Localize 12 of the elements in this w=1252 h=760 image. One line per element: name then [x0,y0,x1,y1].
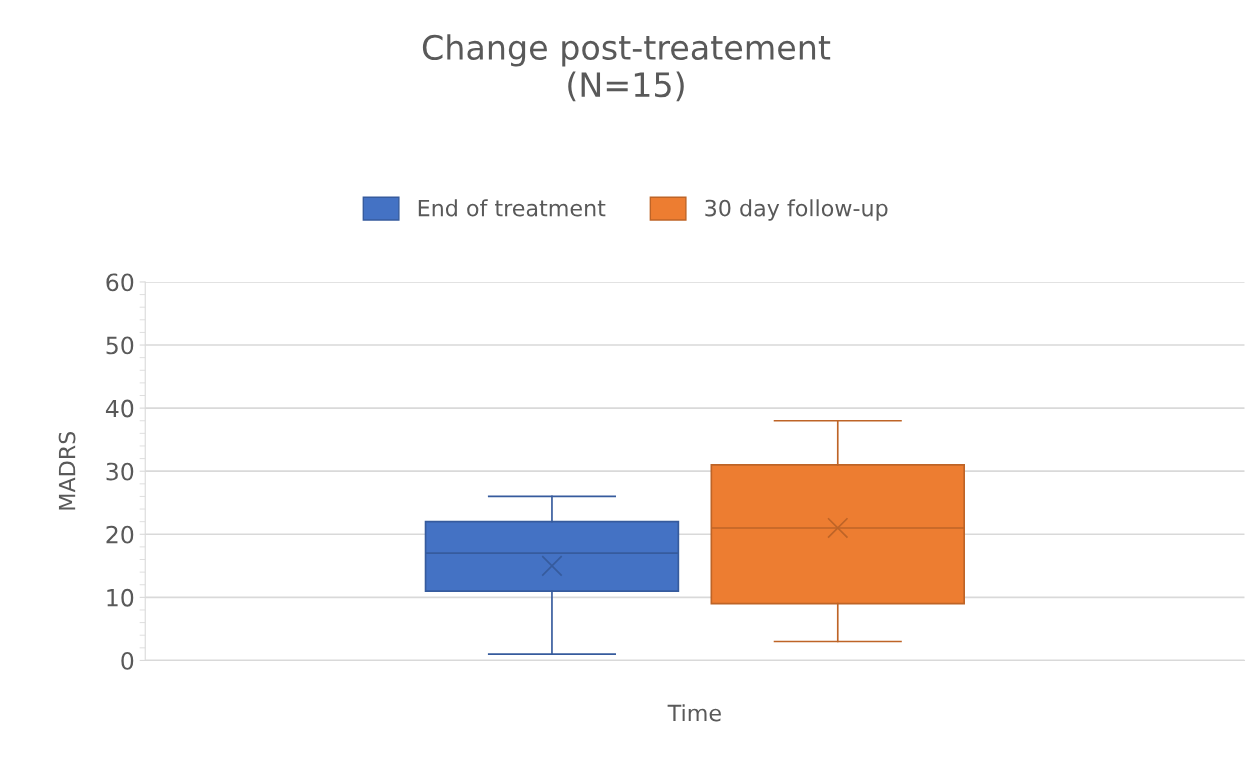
legend-label: End of treatment [418,199,606,217]
chart-title: Change post-treatement (N=15) [422,34,831,102]
y-axis-title: MADRS [58,431,76,510]
y-tick-label: 50 [106,336,134,355]
y-tick-label: 30 [106,462,134,481]
y-tick-label: 20 [106,525,134,544]
y-tick-label: 10 [107,588,134,607]
y-tick-label: 60 [106,273,134,292]
x-axis-title: Time [667,704,721,722]
y-tick-label: 0 [121,651,134,670]
y-tick-label: 40 [105,399,134,418]
legend-label: 30 day follow-up [705,199,888,221]
